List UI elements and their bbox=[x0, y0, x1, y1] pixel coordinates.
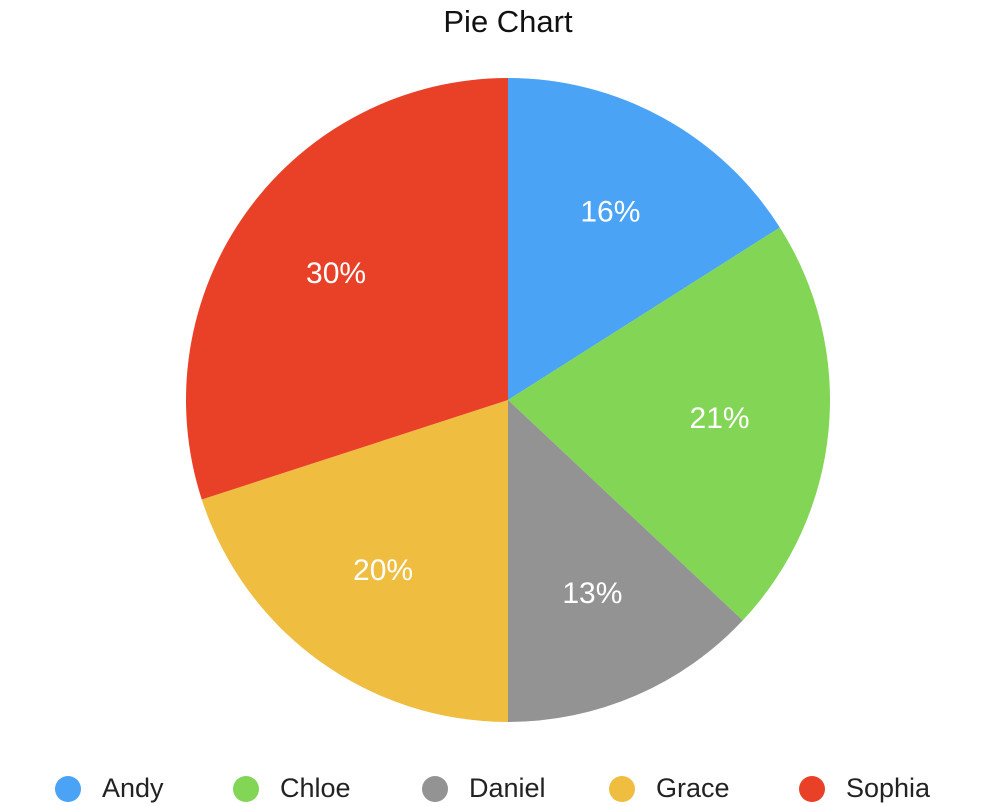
slice-label: 20% bbox=[353, 554, 413, 587]
legend-swatch bbox=[422, 776, 448, 802]
pie-slice bbox=[185, 78, 508, 500]
slice-label: 13% bbox=[562, 577, 622, 610]
legend-swatch bbox=[609, 776, 635, 802]
legend-swatch bbox=[55, 776, 81, 802]
legend-label: Chloe bbox=[280, 773, 351, 803]
slice-label: 21% bbox=[690, 402, 750, 435]
slice-label: 30% bbox=[306, 257, 366, 290]
legend-label: Andy bbox=[102, 773, 164, 803]
pie-slice bbox=[508, 227, 830, 621]
slice-label: 16% bbox=[580, 196, 640, 229]
pie-slice bbox=[508, 400, 743, 722]
legend-label: Sophia bbox=[846, 773, 931, 803]
legend-swatch bbox=[233, 776, 259, 802]
legend-label: Daniel bbox=[469, 773, 546, 803]
legend-swatch bbox=[799, 776, 825, 802]
legend-label: Grace bbox=[656, 773, 730, 803]
pie-slice bbox=[508, 78, 780, 400]
pie-slice bbox=[201, 400, 508, 722]
chart-title: Pie Chart bbox=[443, 4, 573, 39]
